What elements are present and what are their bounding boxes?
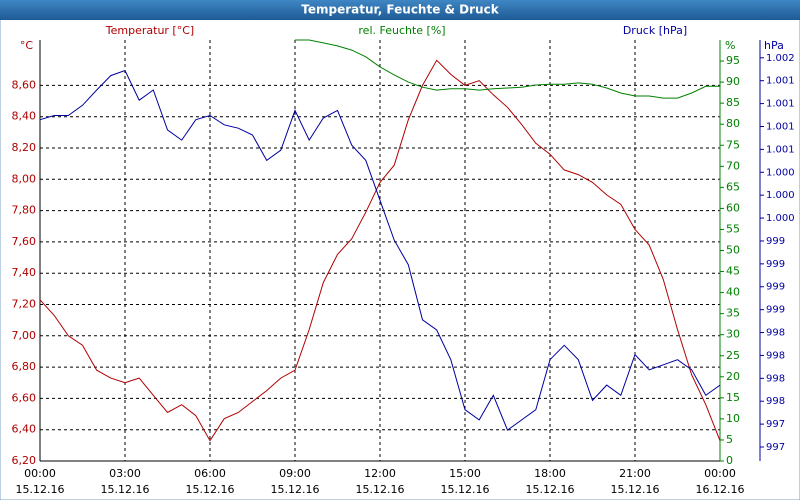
y-tick-label: 7,60: [12, 235, 37, 248]
y-tick-label: 6,40: [12, 423, 37, 436]
x-tick-label: 21:00: [619, 467, 651, 480]
x-tick-date: 16.12.16: [696, 483, 745, 496]
y2-tick-label: 20: [726, 370, 740, 383]
x-tick-label: 06:00: [194, 467, 226, 480]
x-tick-date: 15.12.16: [611, 483, 660, 496]
y3-tick-label: 1.002: [766, 53, 795, 64]
y-tick-label: 8,00: [12, 172, 37, 185]
title-bar: [0, 0, 800, 20]
y2-tick-label: 0: [726, 454, 733, 467]
y2-tick-label: 15: [726, 391, 740, 404]
y3-tick-label: 1.001: [766, 99, 795, 110]
y-tick-label: 8,60: [12, 78, 37, 91]
y2-tick-label: 45: [726, 265, 740, 278]
x-tick-label: 09:00: [279, 467, 311, 480]
y3-tick-label: 1.001: [766, 76, 795, 87]
y2-tick-label: 5: [726, 433, 733, 446]
y2-tick-label: 80: [726, 117, 740, 130]
chart-title: Temperatur, Feuchte & Druck: [301, 3, 499, 17]
y2-tick-label: 70: [726, 159, 740, 172]
y-tick-label: 7,00: [12, 329, 37, 342]
y-tick-label: 8,40: [12, 110, 37, 123]
y2-tick-label: 95: [726, 54, 740, 67]
y3-tick-label: 999: [766, 236, 785, 247]
x-tick-date: 15.12.16: [356, 483, 405, 496]
y2-tick-label: 60: [726, 201, 740, 214]
y2-tick-label: 90: [726, 75, 740, 88]
y-tick-label: 6,60: [12, 391, 37, 404]
y3-tick-label: 999: [766, 282, 785, 293]
y2-tick-label: 35: [726, 307, 740, 320]
y3-tick-label: 1.001: [766, 121, 795, 132]
y-tick-label: 6,80: [12, 360, 37, 373]
y2-tick-label: 40: [726, 286, 740, 299]
series-line: [39, 59, 721, 442]
x-tick-label: 00:00: [704, 467, 736, 480]
y3-tick-label: 997: [766, 442, 785, 453]
y2-tick-label: 30: [726, 328, 740, 341]
y2-tick-label: 50: [726, 244, 740, 257]
x-tick-date: 15.12.16: [101, 483, 150, 496]
y-tick-label: 6,20: [12, 454, 37, 467]
y-tick-label: 7,80: [12, 204, 37, 217]
y2-tick-label: 55: [726, 222, 740, 235]
x-tick-label: 03:00: [109, 467, 141, 480]
y-tick-label: 7,20: [12, 297, 37, 310]
y3-tick-label: 1.000: [766, 190, 795, 201]
legend-label: Temperatur [°C]: [105, 24, 194, 37]
y-axis-unit: °C: [20, 39, 34, 52]
y-tick-label: 7,40: [12, 266, 37, 279]
x-tick-label: 00:00: [24, 467, 56, 480]
y3-tick-label: 998: [766, 350, 785, 361]
y2-tick-label: 10: [726, 412, 740, 425]
y3-axis-unit: hPa: [764, 39, 784, 52]
x-tick-date: 15.12.16: [526, 483, 575, 496]
y3-tick-label: 1.000: [766, 167, 795, 178]
y2-tick-label: 25: [726, 349, 740, 362]
x-tick-label: 15:00: [449, 467, 481, 480]
y-tick-label: 8,20: [12, 141, 37, 154]
y2-tick-label: 75: [726, 138, 740, 151]
y3-tick-label: 999: [766, 305, 785, 316]
y3-tick-label: 998: [766, 328, 785, 339]
y3-tick-label: 997: [766, 419, 785, 430]
legend-label: Druck [hPa]: [623, 24, 687, 37]
y2-tick-label: 85: [726, 96, 740, 109]
y3-tick-label: 1.001: [766, 144, 795, 155]
x-tick-date: 15.12.16: [271, 483, 320, 496]
x-tick-date: 15.12.16: [186, 483, 235, 496]
series-line: [39, 69, 721, 431]
x-tick-label: 12:00: [364, 467, 396, 480]
x-tick-date: 15.12.16: [441, 483, 490, 496]
y3-tick-label: 999: [766, 259, 785, 270]
y2-axis-unit: %: [725, 39, 735, 52]
y3-tick-label: 1.000: [766, 213, 795, 224]
y2-tick-label: 65: [726, 180, 740, 193]
x-tick-date: 15.12.16: [16, 483, 65, 496]
y3-tick-label: 998: [766, 396, 785, 407]
series-line: [295, 39, 720, 99]
x-tick-label: 18:00: [534, 467, 566, 480]
legend-label: rel. Feuchte [%]: [358, 24, 445, 37]
y3-tick-label: 998: [766, 373, 785, 384]
